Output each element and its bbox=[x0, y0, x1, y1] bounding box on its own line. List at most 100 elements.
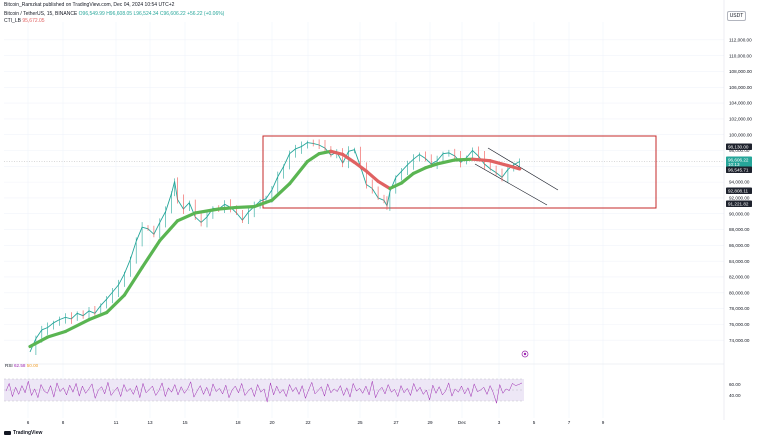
price-tag-countdown: 10:13 bbox=[728, 162, 740, 167]
cti-segment bbox=[63, 318, 91, 334]
price-tag-label: 96,606.22 bbox=[728, 157, 749, 162]
time-tick-label: 25 bbox=[357, 420, 363, 425]
descending-channel[interactable] bbox=[474, 147, 559, 206]
channel-lower-line[interactable] bbox=[474, 163, 548, 206]
cti-segment bbox=[435, 158, 457, 166]
price-tick-label: 102,000.00 bbox=[729, 116, 752, 121]
cti-segment bbox=[329, 149, 345, 157]
cti-segment bbox=[470, 157, 492, 163]
ohlc-row: Bitcoin / TetherUS, 15, BINANCE O96,549.… bbox=[4, 11, 224, 17]
price-tick-label: 108,000.00 bbox=[729, 69, 752, 74]
ohlc-values: O96,549.99 H96,608.05 L96,524.34 C96,606… bbox=[78, 11, 225, 17]
rsi-tick-label: 40.00 bbox=[729, 393, 741, 398]
rsi-legend[interactable]: RSI 62.58 50.00 bbox=[5, 363, 39, 368]
cti-segment bbox=[193, 207, 221, 215]
grid bbox=[4, 22, 724, 418]
cti-segment bbox=[252, 198, 274, 209]
cti-segment bbox=[28, 335, 50, 349]
price-tick-label: 76,000.00 bbox=[729, 322, 750, 327]
price-tag bbox=[726, 187, 752, 194]
cti-segment bbox=[488, 159, 510, 168]
price-tick-label: 88,000.00 bbox=[729, 227, 750, 232]
cti-segment bbox=[105, 293, 127, 315]
cti-segment bbox=[388, 181, 404, 191]
cti-segment bbox=[411, 166, 427, 176]
rsi-ma-value: 50.00 bbox=[27, 363, 39, 368]
rsi-line bbox=[5, 380, 523, 404]
cti-segment bbox=[305, 152, 321, 164]
cti-segment bbox=[270, 182, 292, 202]
channel-upper-line[interactable] bbox=[487, 147, 559, 191]
currency-button[interactable]: USDT bbox=[727, 11, 746, 21]
cti-segment bbox=[400, 171, 416, 185]
price-tick-label: 94,000.00 bbox=[729, 180, 750, 185]
indicator-row[interactable]: CTI_LB 95,672.05 bbox=[4, 18, 45, 24]
cti-segment bbox=[352, 160, 368, 173]
cti-segment bbox=[317, 149, 333, 156]
cti-segment bbox=[175, 211, 197, 223]
time-axis[interactable]: 6 8 11 13 15 18 20 22 25 27 29 Dec 3 5 7 9 bbox=[27, 420, 605, 425]
cti-segment bbox=[46, 329, 68, 339]
time-tick-label: 3 bbox=[498, 420, 501, 425]
price-tag bbox=[726, 156, 752, 168]
consolidation-box[interactable] bbox=[262, 135, 657, 209]
cti-segment bbox=[87, 310, 109, 322]
rsi-tick-label: 60.00 bbox=[729, 382, 741, 387]
time-tick-label: Dec bbox=[458, 420, 467, 425]
cti-segment bbox=[122, 265, 144, 297]
price-tag-label: 98,130.00 bbox=[728, 144, 749, 149]
price-tick-label: 78,000.00 bbox=[729, 306, 750, 311]
time-tick-label: 8 bbox=[62, 420, 65, 425]
target-marker[interactable] bbox=[521, 350, 529, 358]
indicator-name: CTI_LB bbox=[4, 18, 21, 24]
time-tick-label: 27 bbox=[393, 420, 399, 425]
cti-segment bbox=[140, 239, 162, 270]
price-tick-label: 98,000.00 bbox=[729, 148, 750, 153]
time-tick-label: 11 bbox=[114, 420, 119, 425]
price-line bbox=[29, 142, 520, 353]
cti-segment bbox=[341, 152, 357, 164]
price-axis[interactable]: 112,000.00 110,000.00 108,000.00 106,000.00… bbox=[723, 0, 752, 420]
time-tick-label: 13 bbox=[147, 420, 153, 425]
cti-trend-line bbox=[28, 149, 522, 349]
time-tick-label: 22 bbox=[305, 420, 311, 425]
time-tick-label: 7 bbox=[568, 420, 571, 425]
price-tick-label: 92,000.00 bbox=[729, 196, 750, 201]
cti-segment bbox=[423, 162, 439, 170]
price-tick-label: 82,000.00 bbox=[729, 275, 750, 280]
price-tick-label: 80,000.00 bbox=[729, 290, 750, 295]
time-tick-label: 18 bbox=[235, 420, 241, 425]
price-tick-label: 74,000.00 bbox=[729, 338, 750, 343]
cti-segment bbox=[506, 163, 522, 171]
time-tick-label: 6 bbox=[27, 420, 30, 425]
price-tick-label: 110,000.00 bbox=[729, 53, 752, 58]
cti-segment bbox=[453, 157, 475, 162]
price-tag-label: 92,808.11 bbox=[728, 188, 749, 193]
price-tick-label: 100,000.00 bbox=[729, 132, 752, 137]
cti-segment bbox=[234, 205, 256, 210]
time-tick-label: 5 bbox=[533, 420, 536, 425]
price-tick-label: 112,000.00 bbox=[729, 37, 752, 42]
rsi-value: 62.58 bbox=[14, 363, 27, 368]
time-tick-label: 15 bbox=[182, 420, 188, 425]
published-line: Bitcoin_Ramzkat published on TradingView… bbox=[4, 2, 175, 8]
price-tag-label: 91,221.82 bbox=[728, 201, 749, 206]
time-tick-label: 9 bbox=[602, 420, 605, 425]
price-tick-label: 86,000.00 bbox=[729, 243, 750, 248]
cti-segment bbox=[376, 179, 392, 191]
rsi-pane: 60.00 40.00 RSI 62.58 50.00 bbox=[4, 363, 741, 404]
indicator-value: 95,672.05 bbox=[22, 18, 45, 24]
cti-segment bbox=[217, 205, 239, 211]
cti-segment bbox=[288, 159, 309, 186]
price-tag bbox=[726, 166, 752, 173]
time-tick-label: 29 bbox=[427, 420, 433, 425]
price-tick-label: 106,000.00 bbox=[729, 85, 752, 90]
symbol-label[interactable]: Bitcoin / TetherUS, 15, BINANCE bbox=[4, 11, 78, 17]
price-series bbox=[29, 139, 521, 356]
price-tag bbox=[726, 143, 752, 150]
cti-segment bbox=[364, 169, 380, 183]
tv-logo-icon bbox=[4, 430, 11, 435]
price-tag-label: 96,545.71 bbox=[728, 167, 749, 172]
